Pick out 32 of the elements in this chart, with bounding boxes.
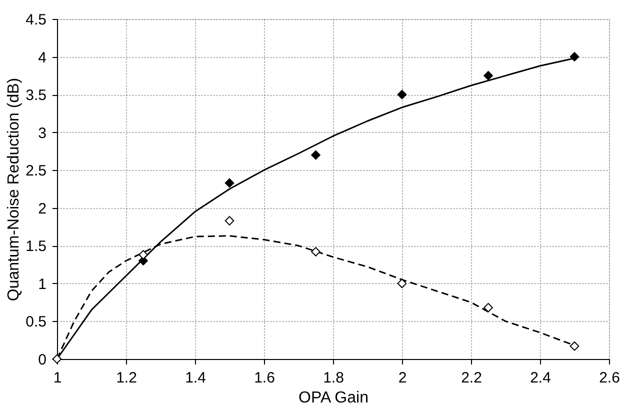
x-tick-label: 1.6: [254, 370, 275, 386]
y-tick-label: 3.5: [26, 87, 46, 104]
x-tick-label: 2.2: [461, 370, 482, 386]
y-tick-label: 0.5: [26, 314, 46, 331]
point: [484, 70, 493, 80]
y-tick-label: 4: [38, 49, 46, 66]
point: [397, 90, 407, 100]
y-tick-label: 3: [38, 124, 46, 142]
x-tick-label: 1.4: [185, 370, 206, 386]
point: [570, 341, 580, 351]
point: [570, 52, 580, 62]
x-tick-label: 2.6: [599, 370, 620, 386]
point: [397, 278, 407, 288]
y-tick-label: 0: [38, 352, 46, 368]
y-tick-label: 4.5: [26, 12, 46, 28]
x-tick-label: 1.8: [323, 370, 344, 386]
point: [311, 247, 320, 256]
y-tick-label: 2: [38, 200, 46, 218]
point: [311, 150, 320, 160]
x-tick-label: 1.2: [116, 370, 137, 386]
x-tick-label: 2: [398, 370, 407, 386]
point: [224, 178, 234, 188]
point: [484, 302, 493, 312]
y-tick-label: 2.5: [26, 162, 46, 180]
x-tick-label: 1: [53, 370, 62, 386]
point: [224, 216, 234, 226]
point: [138, 250, 148, 260]
x-axis-title: OPA Gain: [298, 390, 368, 406]
x-tick-label: 2.4: [530, 370, 551, 386]
y-tick-label: 1: [38, 276, 46, 293]
y-tick-label: 1.5: [26, 238, 46, 256]
y-axis-title: Quantum-Noise Reduction (dB): [6, 78, 23, 302]
